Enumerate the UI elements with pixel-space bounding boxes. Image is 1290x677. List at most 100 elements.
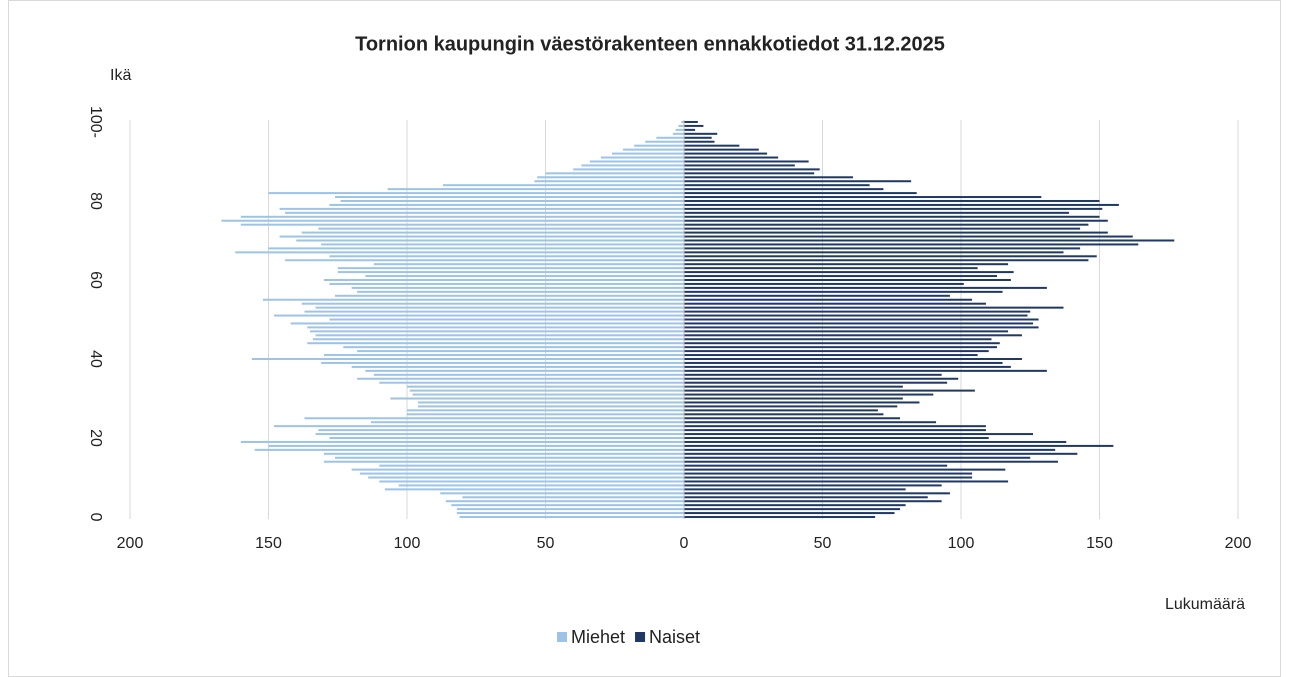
bar xyxy=(684,207,1103,210)
x-tick-label: 200 xyxy=(1225,535,1252,552)
bar xyxy=(268,444,684,447)
bar xyxy=(684,271,1014,274)
bar xyxy=(684,405,898,408)
bar xyxy=(268,247,684,250)
bar xyxy=(684,350,989,353)
bar xyxy=(684,239,1175,242)
bar xyxy=(357,290,684,293)
bar xyxy=(254,448,684,451)
y-tick-label: 60 xyxy=(87,271,104,289)
bar xyxy=(684,476,973,479)
bar xyxy=(684,294,950,297)
bar xyxy=(285,211,684,214)
bar xyxy=(357,350,684,353)
bar xyxy=(329,437,684,440)
bar xyxy=(323,460,684,463)
bar xyxy=(684,330,1009,333)
bar xyxy=(684,302,986,305)
bar xyxy=(684,358,1022,361)
bar xyxy=(304,310,684,313)
x-tick-label: 0 xyxy=(680,535,689,552)
bar xyxy=(684,286,1047,289)
bar xyxy=(684,452,1078,455)
bar xyxy=(684,338,992,341)
bar xyxy=(451,504,684,507)
bar xyxy=(357,377,684,380)
bar xyxy=(684,223,1089,226)
bar xyxy=(684,140,715,143)
bar xyxy=(684,235,1133,238)
bar xyxy=(379,381,684,384)
bar xyxy=(684,496,928,499)
y-tick-label: 20 xyxy=(87,429,104,447)
x-tick-label: 150 xyxy=(1086,535,1113,552)
bar xyxy=(684,488,906,491)
bar xyxy=(684,156,779,159)
bar xyxy=(684,243,1139,246)
bar xyxy=(684,401,920,404)
bar xyxy=(684,306,1064,309)
bar xyxy=(684,120,698,123)
bar xyxy=(684,381,948,384)
bar xyxy=(684,132,718,135)
bar xyxy=(684,480,1009,483)
bar xyxy=(684,124,704,127)
bar xyxy=(279,235,684,238)
bar xyxy=(672,132,684,135)
bar xyxy=(334,294,684,297)
bar xyxy=(684,417,901,420)
bar xyxy=(373,373,684,376)
bar xyxy=(370,421,684,424)
bar xyxy=(307,326,684,329)
bar xyxy=(684,397,903,400)
bar xyxy=(656,136,684,139)
bar xyxy=(684,219,1108,222)
x-tick-label: 100 xyxy=(948,535,975,552)
bar xyxy=(684,164,795,167)
bar xyxy=(684,508,901,511)
bar xyxy=(684,322,1034,325)
bar xyxy=(534,180,684,183)
bar xyxy=(684,377,959,380)
bar xyxy=(329,203,684,206)
bar xyxy=(678,124,684,127)
bar xyxy=(684,290,1003,293)
bar xyxy=(221,219,684,222)
bar xyxy=(684,365,1011,368)
bar xyxy=(318,429,684,432)
x-tick-label: 200 xyxy=(117,535,144,552)
bar xyxy=(684,160,809,163)
bar xyxy=(684,444,1114,447)
bar xyxy=(240,223,685,226)
legend-label: Naiset xyxy=(649,627,700,647)
bar xyxy=(684,437,989,440)
bar xyxy=(684,128,696,131)
bar xyxy=(384,488,684,491)
y-tick-label: 40 xyxy=(87,350,104,368)
bar xyxy=(440,492,684,495)
bar xyxy=(684,136,712,139)
bar xyxy=(387,188,684,191)
bar xyxy=(684,361,1003,364)
bar xyxy=(334,456,684,459)
bar xyxy=(684,421,937,424)
bar xyxy=(684,298,973,301)
bar xyxy=(407,385,684,388)
x-tick-label: 150 xyxy=(255,535,282,552)
bar xyxy=(407,413,684,416)
bar xyxy=(684,492,950,495)
bar xyxy=(398,484,684,487)
bar xyxy=(684,504,906,507)
bar xyxy=(321,243,684,246)
bar xyxy=(684,192,917,195)
bar xyxy=(323,452,684,455)
bar xyxy=(684,215,1100,218)
bar xyxy=(684,334,1022,337)
bar xyxy=(684,429,986,432)
bar xyxy=(634,144,684,147)
bar xyxy=(573,168,684,171)
bar xyxy=(240,440,685,443)
bar xyxy=(268,192,684,195)
bar xyxy=(684,409,878,412)
bar xyxy=(684,472,973,475)
